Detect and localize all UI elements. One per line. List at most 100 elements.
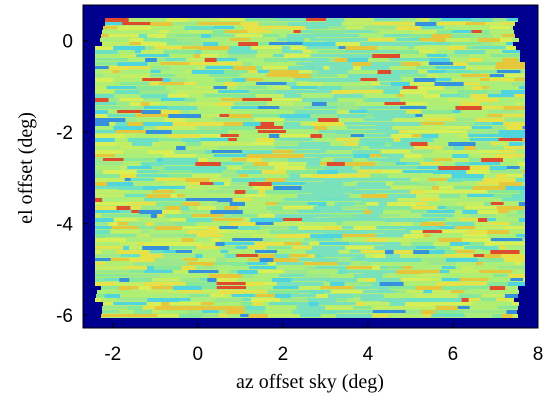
texture bbox=[336, 182, 344, 186]
texture bbox=[491, 22, 501, 26]
texture bbox=[120, 254, 141, 257]
texture bbox=[310, 38, 327, 41]
texture bbox=[444, 250, 456, 254]
texture bbox=[257, 270, 285, 273]
texture bbox=[503, 226, 525, 229]
texture bbox=[344, 162, 376, 166]
texture bbox=[452, 222, 475, 226]
texture bbox=[126, 190, 153, 194]
texture bbox=[124, 178, 131, 181]
texture bbox=[216, 102, 234, 106]
texture bbox=[143, 122, 173, 126]
texture bbox=[102, 198, 127, 201]
texture bbox=[500, 38, 513, 42]
texture bbox=[493, 274, 509, 277]
texture bbox=[181, 266, 196, 270]
texture bbox=[241, 274, 254, 278]
texture bbox=[476, 182, 500, 185]
texture bbox=[439, 194, 460, 198]
texture bbox=[321, 82, 353, 86]
texture bbox=[97, 290, 127, 294]
texture bbox=[239, 174, 249, 177]
texture bbox=[342, 238, 367, 242]
texture bbox=[471, 18, 493, 22]
texture bbox=[387, 290, 396, 293]
texture bbox=[375, 162, 396, 166]
texture bbox=[206, 226, 220, 230]
texture bbox=[212, 202, 230, 205]
texture bbox=[337, 262, 351, 265]
texture bbox=[193, 238, 211, 242]
texture bbox=[413, 146, 444, 149]
texture bbox=[95, 210, 120, 213]
texture bbox=[178, 230, 187, 234]
texture bbox=[431, 34, 452, 38]
texture bbox=[210, 210, 243, 214]
texture bbox=[223, 214, 232, 218]
texture bbox=[440, 174, 452, 178]
texture bbox=[377, 126, 393, 130]
texture bbox=[156, 126, 174, 129]
texture bbox=[498, 246, 507, 249]
texture bbox=[115, 142, 132, 146]
texture bbox=[377, 78, 402, 81]
texture bbox=[364, 114, 374, 117]
texture bbox=[167, 242, 202, 246]
texture bbox=[126, 290, 148, 294]
texture bbox=[164, 166, 198, 170]
texture bbox=[363, 134, 391, 137]
texture bbox=[236, 254, 258, 257]
texture bbox=[264, 310, 293, 314]
texture bbox=[408, 46, 415, 49]
texture bbox=[416, 18, 424, 22]
texture bbox=[419, 198, 433, 201]
texture bbox=[349, 242, 384, 245]
texture bbox=[374, 18, 400, 21]
texture bbox=[503, 106, 525, 110]
texture bbox=[95, 282, 115, 286]
texture bbox=[120, 82, 150, 85]
texture bbox=[477, 210, 499, 214]
texture bbox=[468, 134, 502, 137]
texture bbox=[214, 262, 232, 265]
texture bbox=[95, 54, 107, 57]
texture bbox=[446, 54, 469, 57]
texture bbox=[220, 186, 253, 189]
texture bbox=[158, 102, 190, 105]
texture bbox=[427, 210, 456, 213]
texture bbox=[142, 182, 165, 186]
texture bbox=[262, 158, 289, 161]
texture bbox=[177, 198, 186, 201]
texture bbox=[352, 82, 371, 86]
texture bbox=[294, 110, 322, 114]
texture bbox=[380, 298, 407, 302]
texture bbox=[403, 282, 437, 286]
texture bbox=[237, 278, 248, 281]
texture bbox=[179, 290, 193, 293]
texture bbox=[363, 118, 393, 121]
texture bbox=[139, 90, 170, 94]
texture bbox=[274, 146, 300, 149]
texture bbox=[366, 202, 379, 205]
texture bbox=[367, 38, 396, 41]
texture bbox=[129, 30, 159, 33]
texture bbox=[492, 122, 504, 125]
texture bbox=[455, 250, 475, 253]
texture bbox=[167, 134, 200, 138]
texture bbox=[254, 250, 278, 253]
texture bbox=[279, 106, 304, 110]
texture bbox=[182, 46, 199, 49]
texture bbox=[320, 146, 352, 150]
texture bbox=[156, 202, 183, 206]
texture bbox=[219, 226, 239, 229]
texture bbox=[165, 86, 194, 89]
texture bbox=[432, 186, 440, 190]
texture bbox=[233, 102, 267, 105]
texture bbox=[215, 206, 225, 210]
texture bbox=[266, 194, 298, 198]
texture bbox=[189, 94, 205, 98]
texture bbox=[237, 58, 264, 62]
texture bbox=[403, 94, 424, 98]
texture bbox=[467, 62, 496, 65]
